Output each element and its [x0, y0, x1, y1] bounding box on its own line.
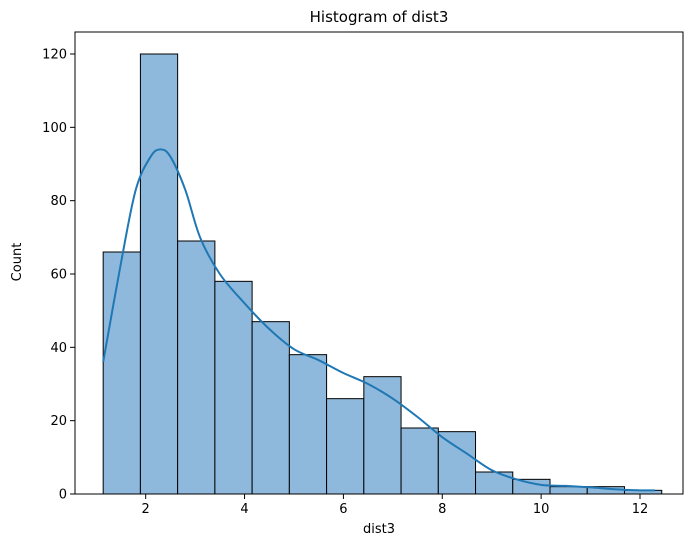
histogram-bar: [288, 354, 328, 495]
y-tick-label: 60: [50, 268, 67, 283]
histogram-bar: [139, 53, 179, 495]
x-tick-label: 12: [632, 502, 649, 517]
histogram-bar: [400, 427, 439, 495]
histogram-bar: [251, 321, 290, 495]
y-axis-ticks: 0 20 40 60 80 100 120: [42, 48, 75, 503]
kde-group: [102, 148, 655, 492]
x-tick-label: 2: [142, 502, 150, 517]
y-axis-label: Count: [10, 243, 25, 282]
kde-line: [102, 148, 655, 492]
y-tick-label: 20: [50, 414, 67, 429]
bars-group: [102, 53, 663, 495]
x-tick-label: 8: [438, 502, 446, 517]
x-axis-ticks: 2 4 6 8 10 12: [142, 494, 649, 517]
y-tick-label: 80: [50, 194, 67, 209]
y-tick-label: 120: [42, 48, 67, 63]
histogram-bar: [102, 251, 141, 495]
histogram-bar: [326, 398, 365, 495]
histogram-bar: [214, 280, 253, 495]
plot-frame: [74, 31, 684, 495]
histogram-bar: [177, 240, 216, 495]
x-tick-label: 6: [339, 502, 347, 517]
histogram-bar: [437, 431, 477, 495]
y-tick-label: 100: [42, 121, 67, 136]
y-tick-label: 0: [59, 488, 67, 503]
histogram-bar: [512, 478, 551, 495]
x-tick-label: 4: [240, 502, 248, 517]
chart-title: Histogram of dist3: [310, 8, 449, 26]
histogram-bar: [363, 376, 402, 495]
histogram-bar: [475, 471, 514, 495]
x-axis-label: dist3: [363, 522, 395, 537]
y-tick-label: 40: [50, 341, 67, 356]
x-tick-label: 10: [533, 502, 550, 517]
